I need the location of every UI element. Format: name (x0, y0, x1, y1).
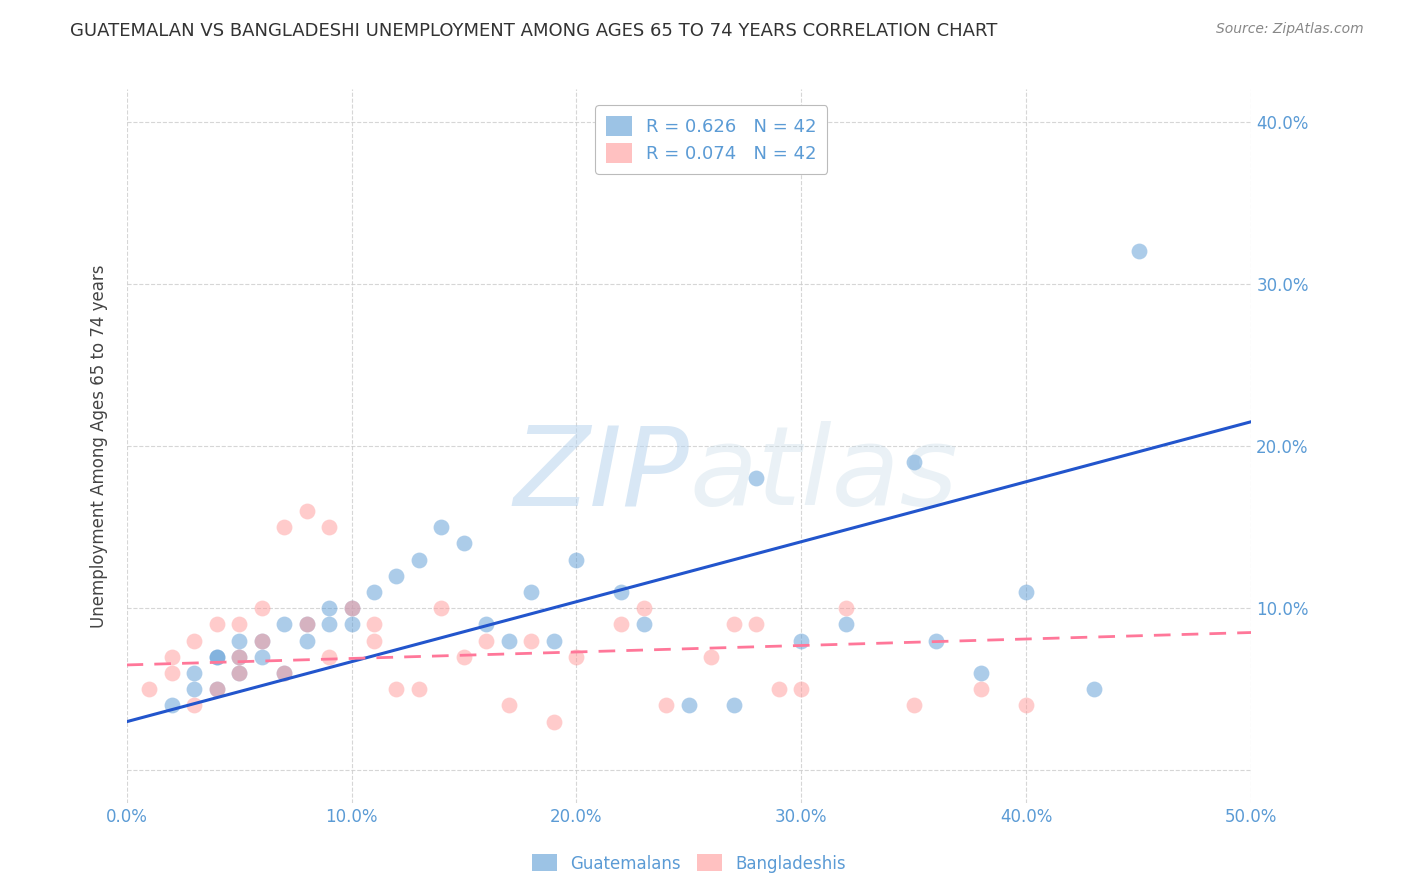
Point (790, 682, 813, 697)
Point (678, 698, 700, 713)
Point (498, 698, 520, 713)
Point (453, 536, 475, 550)
Point (970, 682, 993, 697)
Point (520, 585, 543, 599)
Point (250, 649, 273, 664)
Point (385, 682, 408, 697)
Point (498, 633, 520, 648)
Point (318, 617, 340, 632)
Point (205, 649, 228, 664)
Point (700, 649, 723, 664)
Point (273, 520, 295, 534)
Point (520, 633, 543, 648)
Point (250, 633, 273, 648)
Point (903, 455, 925, 469)
Point (183, 633, 205, 648)
Point (1083, 682, 1105, 697)
Point (1015, 698, 1038, 713)
Point (228, 649, 250, 664)
Point (970, 666, 993, 681)
Point (453, 649, 475, 664)
Point (363, 633, 385, 648)
Point (610, 617, 633, 632)
Point (160, 666, 183, 681)
Point (183, 666, 205, 681)
Point (408, 682, 430, 697)
Text: GUATEMALAN VS BANGLADESHI UNEMPLOYMENT AMONG AGES 65 TO 74 YEARS CORRELATION CHA: GUATEMALAN VS BANGLADESHI UNEMPLOYMENT A… (70, 22, 998, 40)
Point (295, 617, 318, 632)
Point (655, 698, 678, 713)
Point (768, 682, 790, 697)
Point (160, 698, 183, 713)
Point (205, 682, 228, 697)
Legend: Guatemalans, Bangladeshis: Guatemalans, Bangladeshis (524, 847, 853, 880)
Point (273, 617, 295, 632)
Point (610, 585, 633, 599)
Point (430, 520, 453, 534)
Point (543, 633, 565, 648)
Point (228, 617, 250, 632)
Point (903, 698, 925, 713)
Point (295, 617, 318, 632)
Point (228, 633, 250, 648)
Point (340, 601, 363, 615)
Text: Source: ZipAtlas.com: Source: ZipAtlas.com (1216, 22, 1364, 37)
Text: atlas: atlas (689, 421, 957, 528)
Point (790, 633, 813, 648)
Point (565, 649, 588, 664)
Point (340, 617, 363, 632)
Point (723, 698, 745, 713)
Point (745, 471, 768, 485)
Point (295, 633, 318, 648)
Point (430, 601, 453, 615)
Text: ZIP: ZIP (513, 421, 689, 528)
Point (318, 520, 340, 534)
Point (408, 552, 430, 566)
Point (835, 617, 858, 632)
Point (183, 698, 205, 713)
Legend: R = 0.626   N = 42, R = 0.074   N = 42: R = 0.626 N = 42, R = 0.074 N = 42 (596, 105, 827, 174)
Point (183, 682, 205, 697)
Point (565, 552, 588, 566)
Point (385, 568, 408, 582)
Point (205, 649, 228, 664)
Point (228, 649, 250, 664)
Point (633, 617, 655, 632)
Point (363, 617, 385, 632)
Point (723, 617, 745, 632)
Point (228, 666, 250, 681)
Point (273, 666, 295, 681)
Point (138, 682, 160, 697)
Point (205, 617, 228, 632)
Point (475, 617, 498, 632)
Point (250, 633, 273, 648)
Point (363, 585, 385, 599)
Point (475, 633, 498, 648)
Point (205, 682, 228, 697)
Point (925, 633, 948, 648)
Point (295, 504, 318, 518)
Point (633, 601, 655, 615)
Point (1128, 244, 1150, 259)
Y-axis label: Unemployment Among Ages 65 to 74 years: Unemployment Among Ages 65 to 74 years (90, 264, 108, 628)
Point (250, 601, 273, 615)
Point (318, 649, 340, 664)
Point (745, 617, 768, 632)
Point (273, 666, 295, 681)
Point (318, 601, 340, 615)
Point (1015, 585, 1038, 599)
Point (160, 649, 183, 664)
Point (228, 666, 250, 681)
Point (835, 601, 858, 615)
Point (340, 601, 363, 615)
Point (543, 714, 565, 729)
